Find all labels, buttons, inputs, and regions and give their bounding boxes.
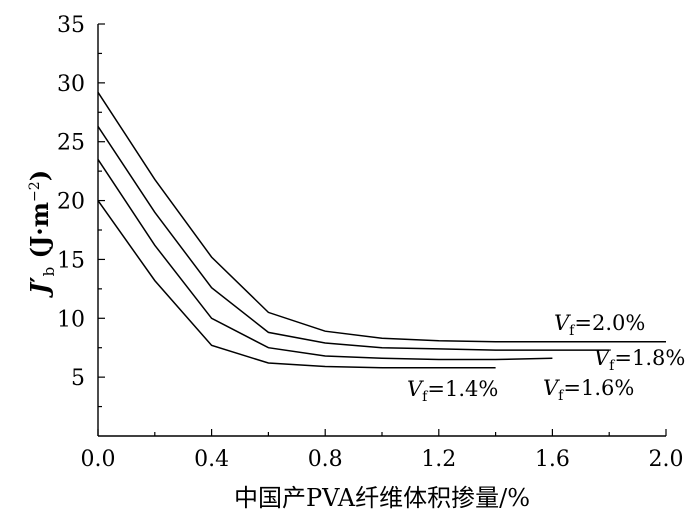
series-label-1-6: Vf=1.6% (543, 376, 634, 404)
y-axis-prime: ′ (25, 276, 54, 282)
series-line-2 (97, 158, 553, 361)
axes (97, 24, 666, 437)
y-tick-label: 15 (57, 248, 85, 273)
y-axis-symbol: J (25, 281, 54, 298)
x-tick-label: 1.2 (421, 447, 456, 472)
x-axis-title: 中国产PVA纤维体积掺量/% (234, 484, 530, 512)
y-axis-title: J′b (J·m−2) (25, 170, 58, 298)
series-line-1 (97, 125, 610, 351)
y-axis-subscript: b (40, 267, 58, 277)
x-tick-label: 0.8 (308, 447, 343, 472)
series-lines (97, 91, 666, 369)
x-tick-labels: 0.0 0.4 0.8 1.2 1.6 2.0 (81, 447, 684, 472)
y-tick-label: 10 (57, 307, 85, 332)
y-tick-label: 20 (57, 190, 85, 215)
series-line-3 (97, 200, 496, 369)
y-tick-labels: 5 10 15 20 25 30 35 (57, 13, 85, 391)
ticks (97, 23, 667, 436)
y-axis-unit-exponent: −2 (27, 181, 43, 202)
x-tick-label: 1.6 (535, 447, 570, 472)
y-axis-unit: (J·m (25, 202, 54, 267)
series-label-1-8: Vf=1.8% (594, 346, 685, 374)
x-tick-label: 0.4 (194, 447, 229, 472)
y-axis-unit-close: ) (25, 170, 54, 181)
x-tick-label: 2.0 (649, 447, 684, 472)
series-label-2-0: Vf=2.0% (554, 311, 645, 339)
y-tick-label: 5 (71, 366, 85, 391)
y-tick-label: 25 (57, 131, 85, 156)
y-tick-label: 35 (57, 13, 85, 38)
x-tick-label: 0.0 (81, 447, 116, 472)
series-label-1-4: Vf=1.4% (407, 377, 498, 405)
series-line-0 (97, 91, 666, 343)
y-tick-label: 30 (57, 72, 85, 97)
